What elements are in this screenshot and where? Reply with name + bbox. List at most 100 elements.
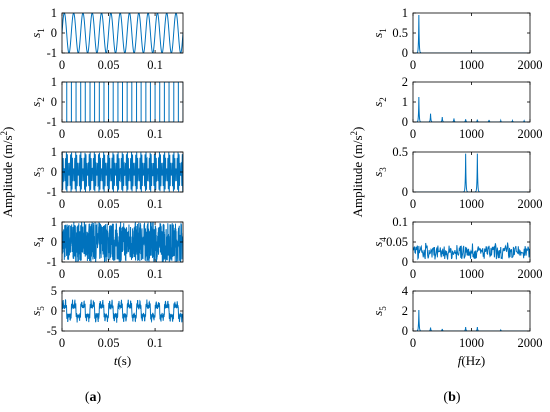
- y-label-close: ): [350, 127, 365, 131]
- x-tick-label: 0.05: [98, 336, 120, 350]
- y-tick-label: 0.5: [392, 145, 408, 159]
- y-tick-label: 2: [402, 75, 408, 89]
- x-tick-label: 1000: [459, 58, 484, 72]
- label-subscript: 5: [378, 306, 388, 311]
- x-tick-label: 0.05: [98, 127, 120, 141]
- label-symbol: s: [370, 33, 385, 38]
- y-label-text: Amplitude (m/s: [350, 135, 365, 217]
- label-subscript: 4: [36, 237, 46, 242]
- x-tick-label: 2000: [518, 336, 543, 350]
- label-subscript: 5: [36, 306, 46, 311]
- x-tick-label: 0: [410, 267, 416, 281]
- subplot-y-label: s3: [28, 167, 46, 177]
- y-tick-label: 1: [51, 6, 57, 20]
- subplot-y-label: s1: [370, 28, 388, 38]
- y-tick-label: -1: [47, 255, 57, 269]
- y-tick-label: 2: [402, 304, 408, 318]
- x-tick-label: 2000: [518, 267, 543, 281]
- y-tick-label: 4: [402, 284, 409, 298]
- x-tick-label: 0: [59, 267, 65, 281]
- series-line: [413, 309, 530, 331]
- axes-box: [412, 290, 531, 332]
- x-tick-label: 0: [59, 127, 65, 141]
- panel-label-letter: b: [448, 390, 456, 405]
- label-symbol: s: [370, 311, 385, 316]
- y-label-text: Amplitude (m/s: [0, 135, 15, 217]
- x-tick-label: 0.1: [147, 127, 163, 141]
- y-tick-label: 1: [51, 215, 57, 229]
- x-tick-label: 2000: [518, 58, 543, 72]
- subplot-y-label: s2: [28, 97, 46, 107]
- label-subscript: 2: [36, 97, 46, 102]
- x-tick-label: 0.1: [147, 267, 163, 281]
- x-label-variable: f: [458, 353, 464, 368]
- x-axis-label: t(s): [114, 353, 131, 368]
- y-tick-label: -1: [47, 115, 57, 129]
- series-line: [413, 153, 530, 192]
- x-tick-label: 2000: [518, 127, 543, 141]
- label-symbol: s: [28, 102, 43, 107]
- panel-label-close: ): [97, 390, 102, 405]
- series-line: [62, 152, 183, 192]
- y-tick-label: 1: [402, 95, 408, 109]
- subplot-y-label: s3: [370, 167, 388, 177]
- x-tick-label: 0: [410, 58, 416, 72]
- x-tick-label: 0: [59, 336, 65, 350]
- x-tick-label: 0: [410, 197, 416, 211]
- x-label-variable: t: [114, 353, 118, 368]
- y-tick-label: 0: [51, 26, 57, 40]
- y-tick-label: -1: [47, 185, 57, 199]
- axes-box: [412, 151, 531, 193]
- y-tick-label: 1: [51, 145, 57, 159]
- x-tick-label: 0.05: [98, 58, 120, 72]
- y-tick-label: 0: [51, 165, 57, 179]
- label-subscript: 1: [378, 28, 388, 33]
- y-label-close: ): [0, 127, 15, 131]
- y-label-superscript: 2: [349, 131, 359, 136]
- subplot-3: 0 0.5 0 1000 2000 s3: [370, 145, 543, 211]
- x-tick-label: 1000: [459, 267, 484, 281]
- subplot-y-label: s5: [370, 306, 388, 316]
- y-tick-label: 0.1: [392, 215, 408, 229]
- x-axis-label: f(Hz): [458, 353, 485, 368]
- x-tick-label: 0: [410, 127, 416, 141]
- x-tick-label: 1000: [459, 336, 484, 350]
- series-line: [62, 222, 183, 262]
- axes-box: [412, 221, 531, 263]
- panel-label-close: ): [456, 390, 461, 405]
- x-tick-label: 0.05: [98, 267, 120, 281]
- series-line: [62, 82, 183, 122]
- shared-y-label: Amplitude (m/s2): [0, 127, 15, 218]
- label-subscript: 2: [378, 97, 388, 102]
- subplot-y-label: s1: [28, 28, 46, 38]
- subplot-y-label: s5: [28, 306, 46, 316]
- series-line: [62, 13, 183, 53]
- label-subscript: 3: [378, 167, 388, 172]
- y-tick-label: 0: [51, 304, 57, 318]
- y-tick-label: 0: [402, 255, 408, 269]
- y-tick-label: 0: [402, 115, 408, 129]
- x-tick-label: 0: [59, 58, 65, 72]
- x-tick-label: 2000: [518, 197, 543, 211]
- x-tick-label: 1000: [459, 197, 484, 211]
- x-tick-label: 0.05: [98, 197, 120, 211]
- label-symbol: s: [28, 33, 43, 38]
- label-subscript: 4: [378, 237, 388, 242]
- series-line: [413, 14, 530, 53]
- series-line: [62, 299, 183, 324]
- panel-label-letter: a: [90, 390, 97, 405]
- label-symbol: s: [370, 242, 385, 247]
- subplot-y-label: s4: [28, 237, 46, 247]
- label-symbol: s: [370, 172, 385, 177]
- panel-label: (a): [85, 390, 102, 405]
- x-label-unit: (Hz): [461, 353, 485, 368]
- y-tick-label: -5: [47, 324, 57, 338]
- x-tick-label: 1000: [459, 127, 484, 141]
